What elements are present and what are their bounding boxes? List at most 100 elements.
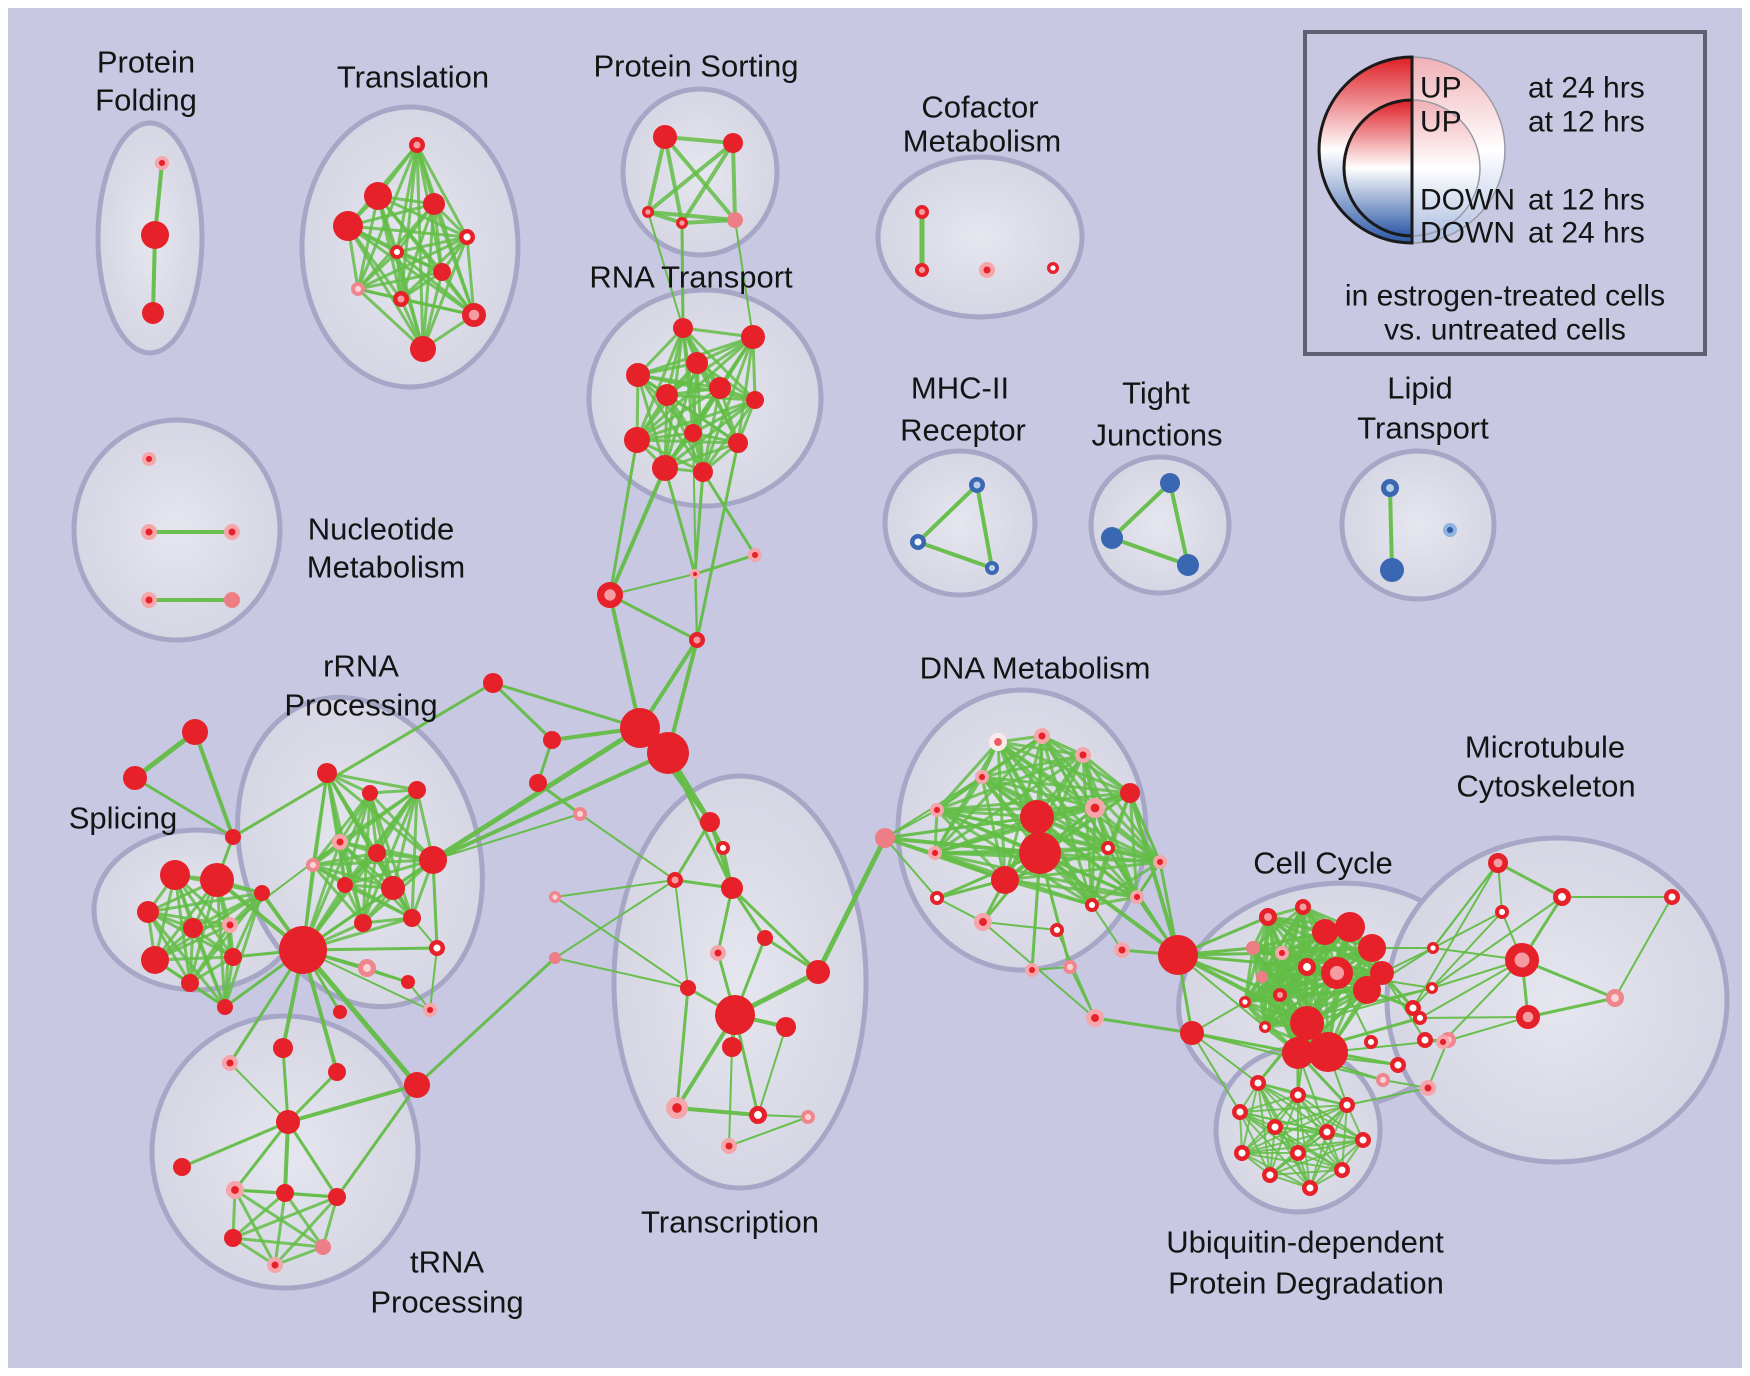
legend-time-label: at 12 hrs [1528, 184, 1645, 217]
network-edge [343, 858, 435, 887]
network-node [1308, 1032, 1348, 1072]
network-edge [346, 224, 425, 351]
network-node [1085, 797, 1106, 818]
network-edge [666, 751, 734, 890]
network-node [1233, 1144, 1250, 1161]
network-edge [311, 788, 419, 867]
network-node [1363, 1034, 1378, 1049]
network-node [1256, 971, 1268, 983]
network-node [328, 1188, 346, 1206]
network-edge [1191, 1032, 1259, 1084]
network-node [1412, 1011, 1427, 1026]
network-node [1553, 888, 1572, 907]
network-node [1024, 963, 1039, 978]
legend-direction-label: UP [1420, 72, 1462, 105]
cluster-label-mhc-ii-receptor: Receptor [900, 413, 1026, 448]
network-node [688, 631, 705, 648]
network-node [1282, 1037, 1314, 1069]
network-edge [346, 224, 469, 239]
network-node [1416, 1031, 1433, 1048]
network-edge [1388, 486, 1394, 572]
network-edge [681, 326, 757, 402]
network-node [656, 384, 678, 406]
legend-box [1303, 30, 1707, 356]
network-edge [980, 775, 1162, 864]
network-node [801, 1109, 816, 1124]
network-edge [429, 947, 438, 1011]
network-edge [883, 815, 1039, 840]
network-edge [430, 725, 643, 863]
network-edge [701, 470, 757, 557]
network-node [315, 1239, 331, 1255]
network-edge [1297, 1139, 1364, 1154]
network-edge [980, 775, 1007, 882]
network-node [1426, 981, 1439, 994]
network-node [748, 548, 763, 563]
network-edge [1035, 815, 1162, 864]
network-node [328, 1063, 346, 1081]
network-node [362, 785, 378, 801]
network-edge [663, 135, 737, 222]
network-node [458, 229, 475, 246]
network-edge [884, 837, 938, 899]
network-edge [229, 1062, 289, 1123]
legend-footer-text: vs. untreated cells [1384, 314, 1626, 347]
network-node [273, 1038, 293, 1058]
network-edge [680, 141, 735, 225]
network-edge [1110, 536, 1190, 567]
network-edge [231, 1236, 325, 1249]
network-node [1320, 956, 1353, 989]
network-node [1419, 1079, 1436, 1096]
network-node [1353, 976, 1381, 1004]
network-edge [491, 681, 554, 742]
network-node [978, 261, 995, 278]
network-node [1318, 1123, 1335, 1140]
cluster-ellipse-microtubule-cytoskeleton [1384, 835, 1730, 1165]
network-node [1272, 988, 1287, 1003]
network-node [1515, 1004, 1540, 1029]
network-edge [635, 438, 740, 445]
network-node [461, 302, 486, 327]
network-edge [1309, 1139, 1364, 1189]
network-node [727, 212, 743, 228]
network-edge [1128, 791, 1139, 899]
network-node [1074, 746, 1091, 763]
network-edge [554, 957, 689, 989]
cluster-ellipse-tight-junctions [1088, 454, 1232, 596]
network-edge [311, 791, 372, 867]
legend-inner-ring-right-half [1411, 99, 1481, 237]
network-edge [933, 734, 1044, 855]
network-edge [356, 250, 399, 291]
network-node [1358, 934, 1386, 962]
network-node [141, 591, 158, 608]
network-node [1442, 523, 1457, 538]
network-node [1488, 852, 1509, 873]
network-edge [415, 956, 557, 1087]
network-edge [680, 221, 685, 330]
legend-footer-text: in estrogen-treated cells [1345, 280, 1665, 313]
network-edge [1110, 481, 1172, 540]
network-node [930, 891, 945, 906]
network-node [675, 216, 688, 229]
network-edge [273, 1245, 325, 1267]
network-edge [665, 393, 757, 402]
cluster-ellipse-translation [299, 104, 521, 390]
network-edge [728, 1116, 809, 1147]
network-edge [432, 813, 581, 861]
network-node [1049, 923, 1064, 938]
network-node [529, 774, 547, 792]
network-edge [231, 1195, 339, 1240]
network-edge [1297, 1094, 1348, 1106]
network-node [276, 1184, 294, 1202]
network-node [930, 803, 945, 818]
cluster-label-ubiquitin-degradation: Ubiquitin-dependent [1166, 1225, 1444, 1260]
network-node [1427, 941, 1440, 954]
network-edge [395, 235, 469, 254]
network-edge [980, 775, 1132, 795]
network-node [1338, 1096, 1355, 1113]
network-edge [180, 1120, 290, 1169]
network-node [1294, 898, 1311, 915]
network-node [224, 948, 242, 966]
cluster-label-trna-processing: Processing [370, 1285, 523, 1320]
network-edge [935, 753, 1085, 812]
